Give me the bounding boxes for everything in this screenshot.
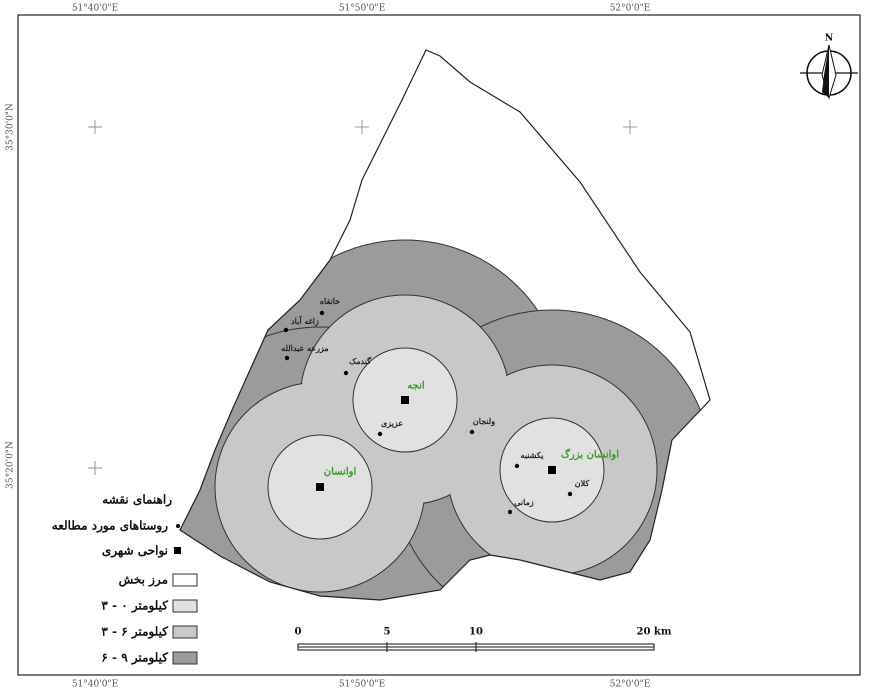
legend-item: روستاهای مورد مطالعه [52,519,168,534]
towns: انجه اوانسان اوانسان بزرگ [316,381,619,491]
coord-label: 51°40'0"E [72,680,118,690]
village-label: زاغه آباد [291,315,319,327]
north-label: N [825,34,833,44]
village-label: خانقاه [320,296,340,306]
coord-label: 52°0'0"E [610,680,651,690]
village-label: گندمک [349,356,371,366]
scale-label: 5 [384,627,391,638]
village-label: زمانی [514,497,534,508]
coord-label: 35°30'0"N [6,103,16,151]
town-marker [316,483,324,491]
town-label: انجه [407,381,425,392]
town-label: اوانسان بزرگ [561,448,619,461]
town-marker [401,396,409,404]
legend-title: راهنمای نقشه [102,493,172,508]
scale-bar: 0 5 10 20 km [295,627,672,652]
coord-label: 51°50'0"E [339,4,385,14]
town-label: اوانسان [324,467,357,478]
coord-label: 51°50'0"E [339,680,385,690]
legend-item: ۳ - ۶ کیلومتر [101,625,168,640]
scale-label: 20 km [637,627,672,638]
scale-label: 10 [469,627,483,638]
town-marker [548,466,556,474]
coordinate-labels: 51°40'0"E 51°50'0"E 52°0'0"E 51°40'0"E 5… [6,4,651,690]
coord-label: 52°0'0"E [610,4,651,14]
legend-item: ۳ - ۰ کیلومتر [101,599,168,614]
district-boundary [179,49,711,601]
village-label: عزیزی [381,418,403,429]
village-label: یکشنبه [521,450,545,460]
village-label: ولنجان [473,416,495,427]
legend-item: نواحی شهری [102,544,168,559]
coord-label: 51°40'0"E [72,4,118,14]
village-label: مزرعه عبدالله [281,343,328,354]
legend: راهنمای نقشه روستاهای مورد مطالعه نواحی … [52,493,198,666]
scale-label: 0 [295,627,302,638]
legend-item: مرز بخش [119,573,168,588]
village-label: کلان [575,478,590,488]
coord-label: 35°20'0"N [6,441,16,489]
villages: خانقاه زاغه آباد مزرعه عبدالله گندمک عزی… [281,296,590,515]
legend-item: ۶ - ۹ کیلومتر [101,651,168,666]
north-arrow: N [800,34,858,100]
map-frame [17,14,861,676]
